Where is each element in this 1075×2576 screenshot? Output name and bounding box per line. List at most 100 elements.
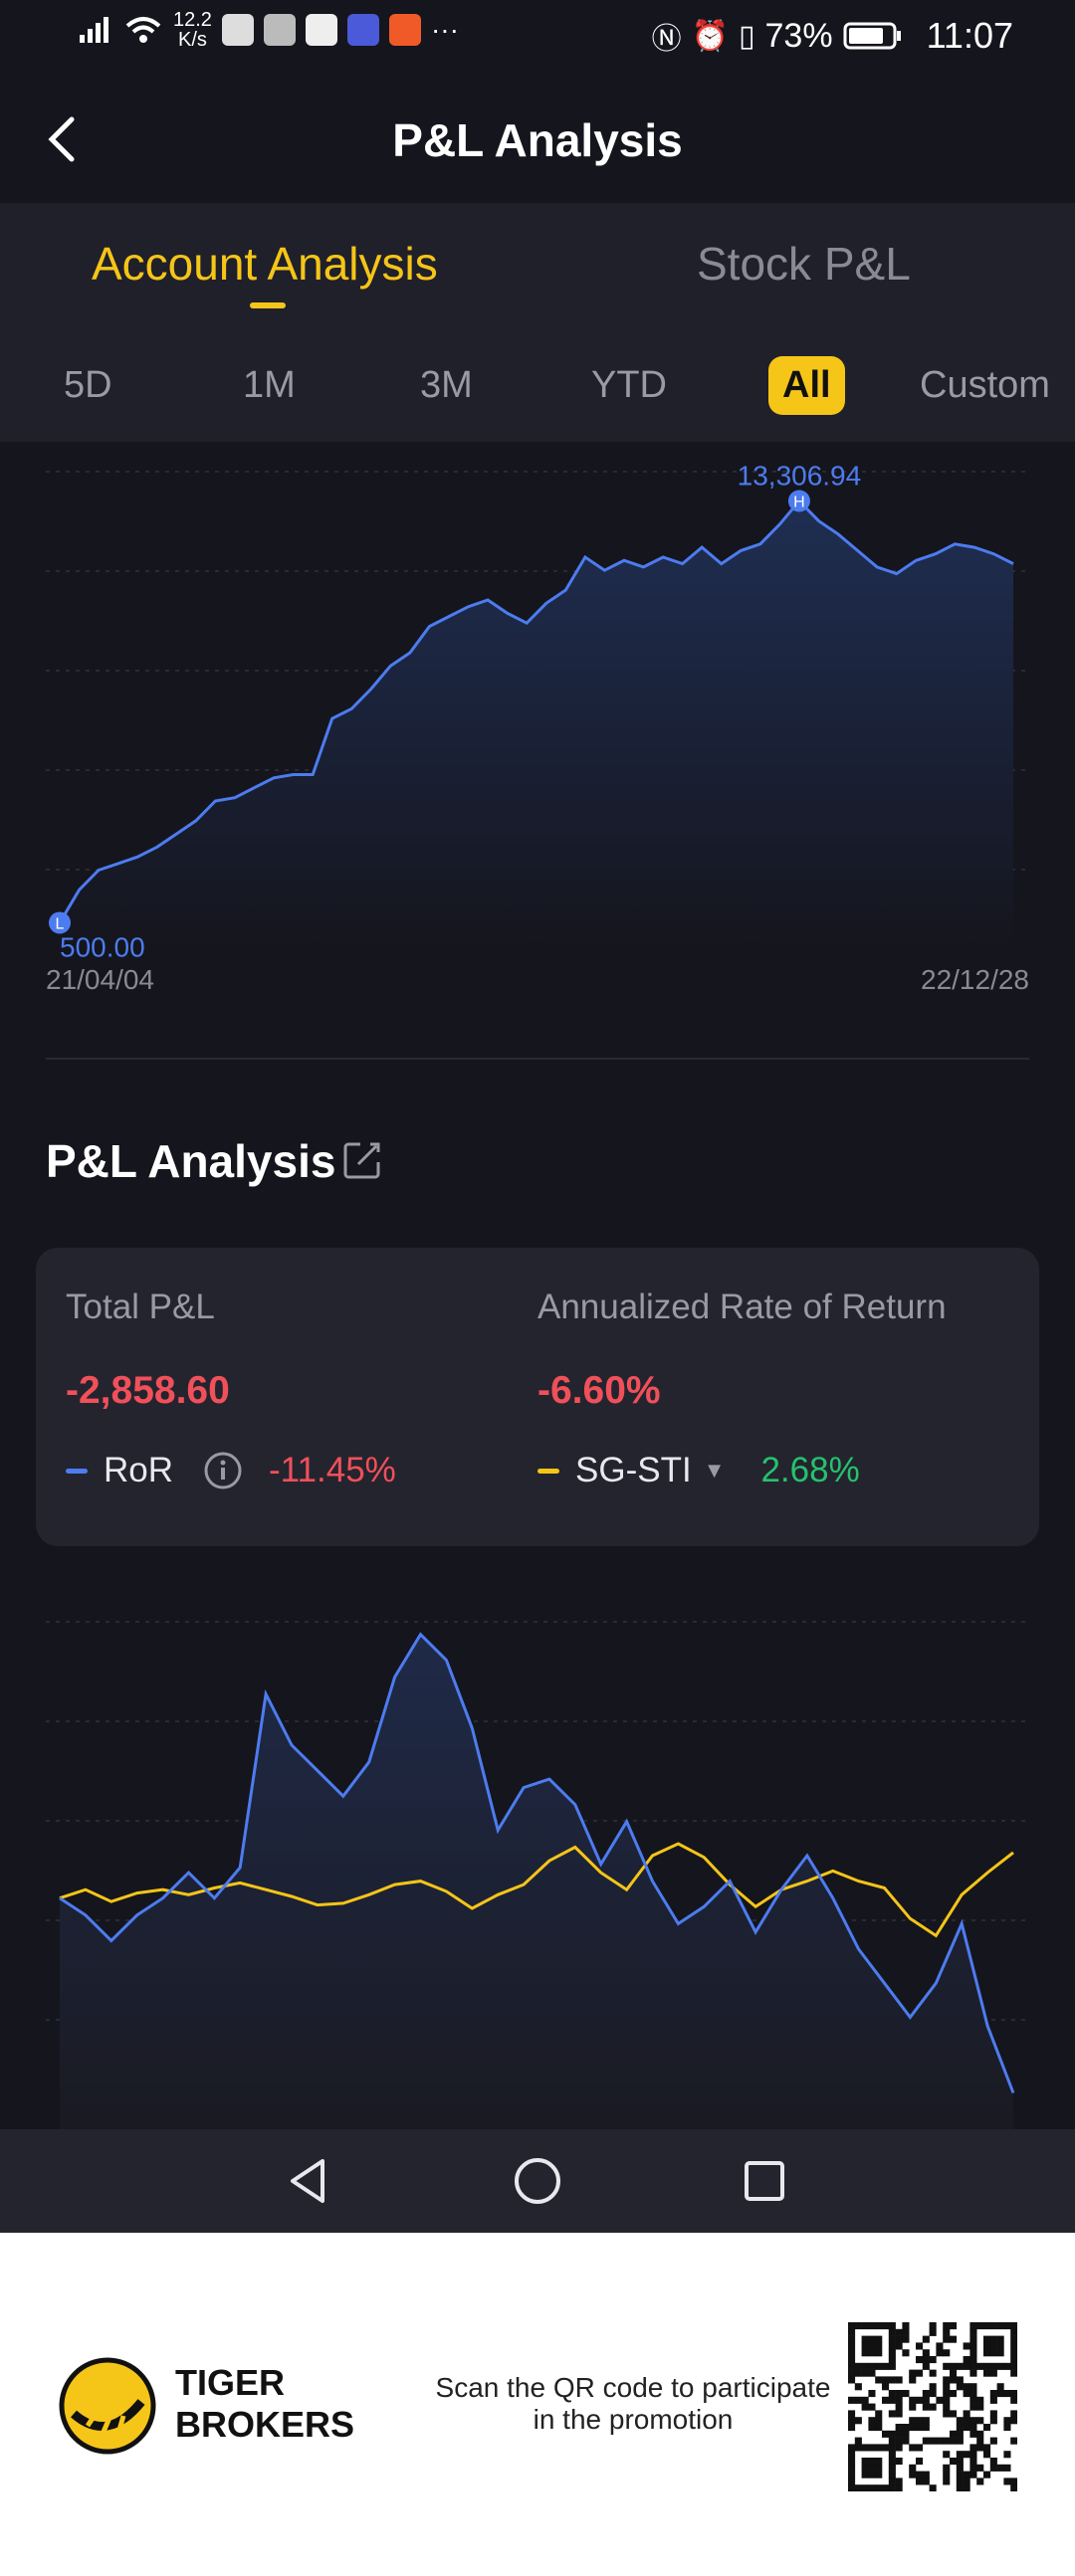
qr-module — [996, 2383, 1004, 2391]
qr-module — [969, 2328, 977, 2336]
ror-comparison-chart[interactable] — [0, 1582, 1075, 2129]
qr-module — [875, 2458, 883, 2466]
qr-module — [956, 2471, 964, 2478]
brand-line-1: TIGER — [175, 2362, 286, 2403]
qr-module — [989, 2437, 997, 2445]
qr-module — [976, 2396, 984, 2404]
qr-module — [854, 2484, 862, 2491]
range-ytd[interactable]: YTD — [591, 364, 667, 406]
qr-module — [969, 2424, 977, 2432]
tiger-logo-icon — [59, 2357, 156, 2455]
qr-module — [976, 2444, 984, 2452]
benchmark-line — [59, 1842, 1014, 1938]
qr-module — [868, 2458, 876, 2466]
qr-module — [882, 2484, 890, 2491]
network-speed: 12.2 K/s — [173, 10, 212, 50]
qr-module — [868, 2403, 876, 2411]
qr-module — [888, 2437, 896, 2445]
qr-module — [956, 2464, 964, 2472]
qr-module — [963, 2362, 970, 2370]
x-end-label: 22/12/28 — [921, 964, 1029, 995]
qr-module — [861, 2444, 869, 2452]
qr-module — [875, 2342, 883, 2350]
qr-module — [969, 2403, 977, 2411]
qr-module — [888, 2430, 896, 2438]
qr-module — [854, 2444, 862, 2452]
qr-module — [943, 2410, 951, 2418]
qr-module — [848, 2356, 856, 2364]
status-left: 12.2 K/s ··· — [78, 10, 459, 50]
alarm-icon: ⏰ — [691, 19, 729, 53]
qr-module — [929, 2322, 937, 2330]
qr-module — [902, 2437, 910, 2445]
caret-down-icon[interactable]: ▼ — [703, 1458, 726, 1483]
edit-icon[interactable] — [340, 1138, 384, 1182]
tab-account-analysis[interactable]: Account Analysis — [92, 238, 438, 290]
nav-recents-icon[interactable] — [735, 2151, 794, 2211]
range-1m[interactable]: 1M — [243, 364, 296, 406]
qr-module — [875, 2424, 883, 2432]
nav-back-icon[interactable] — [279, 2151, 338, 2211]
qr-module — [868, 2424, 876, 2432]
qr-module — [861, 2471, 869, 2478]
qr-module — [848, 2322, 856, 2330]
qr-module — [861, 2322, 869, 2330]
qr-module — [963, 2356, 970, 2364]
info-icon[interactable] — [203, 1451, 243, 1490]
qr-module — [956, 2430, 964, 2438]
pl-summary-card: Total P&L -2,858.60 Annualized Rate of R… — [36, 1248, 1039, 1546]
qr-module — [1003, 2424, 1011, 2432]
qr-module — [888, 2458, 896, 2466]
qr-module — [888, 2362, 896, 2370]
qr-module — [1010, 2369, 1017, 2377]
tab-stock-pl[interactable]: Stock P&L — [697, 238, 911, 290]
qr-module — [943, 2471, 951, 2478]
qr-module — [854, 2369, 862, 2377]
qr-module — [976, 2417, 984, 2425]
range-5d[interactable]: 5D — [64, 364, 112, 406]
range-3m[interactable]: 3M — [420, 364, 473, 406]
qr-module — [950, 2369, 958, 2377]
chart2-area-fill — [60, 1634, 1013, 2129]
range-custom[interactable]: Custom — [920, 364, 1050, 406]
qr-module — [888, 2444, 896, 2452]
qr-module — [956, 2437, 964, 2445]
qr-module — [943, 2328, 951, 2336]
qr-module — [882, 2396, 890, 2404]
total-pl-label: Total P&L — [66, 1288, 215, 1326]
qr-module — [996, 2390, 1004, 2398]
qr-module — [989, 2342, 997, 2350]
back-icon[interactable] — [40, 111, 90, 167]
qr-module — [1010, 2396, 1017, 2404]
qr-module — [1010, 2342, 1017, 2350]
low-marker-letter: L — [56, 915, 65, 932]
qr-module — [950, 2322, 958, 2330]
qr-module — [895, 2390, 903, 2398]
qr-module — [929, 2356, 937, 2364]
qr-module — [969, 2335, 977, 2343]
qr-module — [848, 2328, 856, 2336]
signal-icon — [80, 17, 108, 43]
qr-module — [848, 2471, 856, 2478]
qr-module — [895, 2376, 903, 2384]
qr-module — [996, 2322, 1004, 2330]
qr-module — [950, 2335, 958, 2343]
qr-module — [888, 2328, 896, 2336]
page-title: P&L Analysis — [392, 114, 683, 166]
app-header: P&L Analysis — [0, 72, 1075, 203]
vibrate-icon: ▯ — [739, 19, 755, 53]
benchmark-legend[interactable]: SG-STI ▼ 2.68% — [538, 1451, 860, 1490]
qr-module — [950, 2410, 958, 2418]
qr-module — [1010, 2390, 1017, 2398]
qr-module — [936, 2396, 944, 2404]
nav-home-icon[interactable] — [508, 2151, 567, 2211]
qr-module — [922, 2417, 930, 2425]
qr-module — [989, 2417, 997, 2425]
qr-module — [1003, 2390, 1011, 2398]
taobao-icon — [263, 14, 296, 46]
qr-module — [909, 2424, 917, 2432]
qr-module — [875, 2484, 883, 2491]
qr-module — [950, 2458, 958, 2466]
range-all[interactable]: All — [768, 356, 845, 415]
